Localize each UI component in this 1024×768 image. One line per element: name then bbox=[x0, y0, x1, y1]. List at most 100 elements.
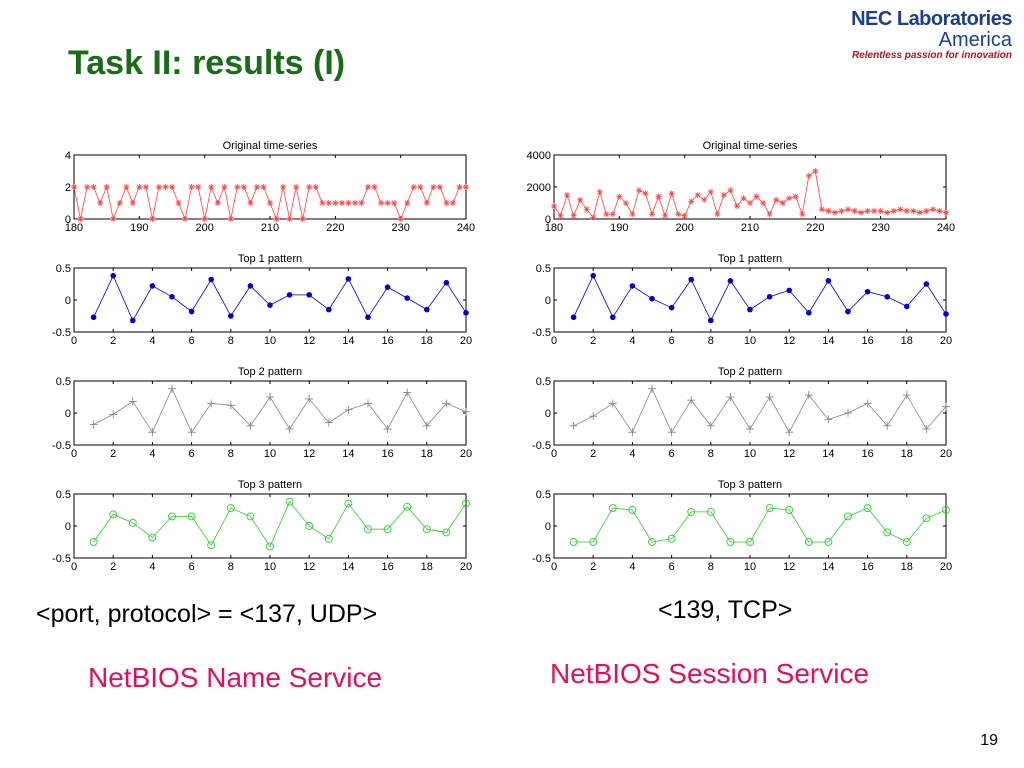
marker-d2 bbox=[176, 200, 182, 206]
data-point bbox=[84, 184, 91, 190]
x-tick-label: 18 bbox=[901, 335, 913, 347]
data-point bbox=[285, 497, 294, 506]
marker-d2 bbox=[228, 216, 234, 222]
x-tick-label: 10 bbox=[744, 335, 756, 347]
data-point bbox=[863, 399, 872, 408]
data-point bbox=[371, 184, 378, 190]
y-tick-label: 4 bbox=[65, 150, 71, 162]
data-point bbox=[884, 209, 891, 216]
x-tick-label: 16 bbox=[381, 335, 393, 347]
x-tick-label: 14 bbox=[342, 448, 354, 460]
slide-title: Task II: results (I) bbox=[68, 44, 346, 82]
left-service-caption: NetBIOS Name Service bbox=[88, 662, 383, 693]
data-point bbox=[306, 292, 313, 298]
data-point bbox=[648, 384, 656, 393]
marker-d2 bbox=[456, 184, 462, 190]
data-point bbox=[922, 425, 931, 433]
data-point bbox=[129, 200, 136, 206]
marker-d2 bbox=[584, 206, 590, 212]
data-point bbox=[228, 313, 234, 319]
marker-d2 bbox=[156, 184, 162, 190]
x-tick-label: 0 bbox=[71, 448, 77, 460]
marker-d2 bbox=[623, 200, 629, 206]
x-tick-label: 16 bbox=[381, 561, 393, 573]
data-point bbox=[267, 200, 273, 206]
x-tick-label: 180 bbox=[545, 222, 563, 234]
data-point bbox=[596, 188, 603, 195]
data-point bbox=[766, 211, 773, 218]
x-tick-label: 20 bbox=[460, 448, 472, 460]
data-point bbox=[622, 200, 629, 206]
marker-d2 bbox=[878, 208, 884, 214]
data-point bbox=[188, 184, 195, 190]
marker-d2 bbox=[71, 184, 77, 190]
data-point bbox=[345, 200, 352, 206]
data-point bbox=[227, 216, 234, 222]
marker-d2 bbox=[195, 184, 201, 190]
data-point bbox=[187, 512, 196, 521]
plot-frame bbox=[73, 154, 467, 220]
data-point bbox=[675, 211, 682, 218]
data-point bbox=[168, 512, 176, 521]
data-point bbox=[616, 193, 623, 200]
data-point bbox=[897, 206, 904, 213]
marker-d2 bbox=[682, 213, 688, 219]
data-point bbox=[706, 421, 715, 430]
data-point bbox=[123, 184, 130, 190]
x-tick-label: 2 bbox=[110, 335, 116, 347]
data-point bbox=[687, 396, 696, 405]
logo-tagline: Relentless passion for innovation bbox=[851, 50, 1012, 61]
data-point bbox=[779, 200, 786, 206]
data-point bbox=[305, 394, 314, 403]
data-point bbox=[423, 200, 430, 206]
data-point bbox=[312, 184, 319, 190]
data-point bbox=[649, 295, 655, 302]
data-point bbox=[733, 203, 740, 210]
data-point bbox=[799, 211, 806, 218]
marker-d2 bbox=[123, 184, 129, 190]
series-line bbox=[573, 507, 947, 543]
data-point bbox=[338, 200, 345, 206]
data-point bbox=[943, 311, 949, 317]
marker-d2 bbox=[629, 211, 635, 217]
y-tick-label: 0 bbox=[545, 408, 551, 420]
marker-d2 bbox=[404, 200, 410, 206]
y-tick-label: 0.5 bbox=[56, 263, 71, 275]
data-point bbox=[694, 192, 701, 198]
data-point bbox=[726, 538, 735, 546]
subplot-title: Top 3 pattern bbox=[718, 479, 782, 491]
x-tick-label: 14 bbox=[342, 561, 354, 573]
marker-d2 bbox=[169, 184, 175, 190]
data-point bbox=[629, 211, 636, 218]
data-point bbox=[90, 184, 97, 190]
data-point bbox=[687, 507, 696, 516]
x-tick-label: 16 bbox=[861, 448, 873, 460]
x-tick-label: 240 bbox=[457, 222, 475, 234]
data-point bbox=[785, 506, 794, 514]
data-point bbox=[246, 421, 255, 430]
data-point bbox=[923, 281, 930, 287]
data-point bbox=[266, 542, 274, 551]
data-point bbox=[838, 208, 845, 214]
data-point bbox=[364, 525, 372, 534]
data-point bbox=[169, 184, 175, 190]
x-tick-label: 4 bbox=[629, 561, 635, 573]
data-point bbox=[273, 216, 280, 222]
data-point bbox=[792, 193, 799, 200]
y-tick-label: 2 bbox=[65, 182, 71, 194]
y-tick-label: 0 bbox=[65, 295, 71, 307]
marker-d2 bbox=[450, 200, 456, 206]
x-tick-label: 0 bbox=[551, 335, 557, 347]
x-tick-label: 14 bbox=[822, 335, 834, 347]
data-point bbox=[629, 283, 636, 289]
data-point bbox=[747, 200, 753, 206]
marker-d2 bbox=[143, 184, 149, 190]
data-point bbox=[383, 525, 392, 534]
left-chart-panel: Original time-series 180 190 200 210 220 230 24… bbox=[36, 125, 476, 585]
series-line bbox=[93, 274, 467, 322]
x-tick-label: 200 bbox=[675, 222, 693, 234]
data-point bbox=[583, 206, 590, 213]
data-point bbox=[364, 399, 372, 408]
marker-d2 bbox=[326, 200, 332, 206]
